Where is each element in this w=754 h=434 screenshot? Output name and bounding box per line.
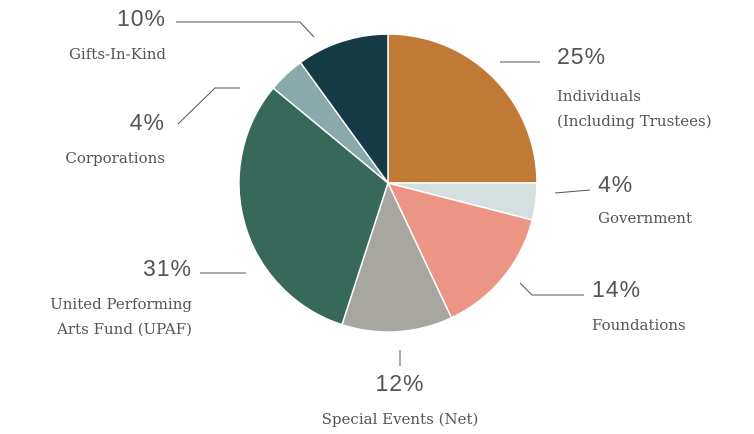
category-label: Foundations xyxy=(592,316,686,334)
value-label: 4% xyxy=(598,171,633,197)
value-label: 25% xyxy=(557,43,606,69)
pie-slice xyxy=(299,33,389,186)
leader-line xyxy=(554,189,591,194)
leader-line xyxy=(177,87,240,125)
category-label: United Performing xyxy=(50,295,192,313)
pie-slice xyxy=(238,86,389,326)
leader-line xyxy=(176,21,315,38)
value-label: 12% xyxy=(375,370,424,396)
value-label: 14% xyxy=(592,276,641,302)
category-label: Corporations xyxy=(65,149,165,167)
category-label: Arts Fund (UPAF) xyxy=(56,320,192,338)
pie-slice xyxy=(386,181,534,319)
leader-line xyxy=(519,282,584,296)
category-label: Special Events (Net) xyxy=(322,410,479,428)
pie-slice xyxy=(387,33,538,184)
category-label: Government xyxy=(598,209,692,227)
pie-slice xyxy=(341,180,453,333)
category-label: Individuals xyxy=(557,87,641,105)
value-label: 10% xyxy=(117,5,166,31)
category-label: Gifts-In-Kind xyxy=(69,45,166,63)
category-label: (Including Trustees) xyxy=(557,112,712,130)
value-label: 4% xyxy=(130,109,165,135)
value-label: 31% xyxy=(143,255,192,281)
